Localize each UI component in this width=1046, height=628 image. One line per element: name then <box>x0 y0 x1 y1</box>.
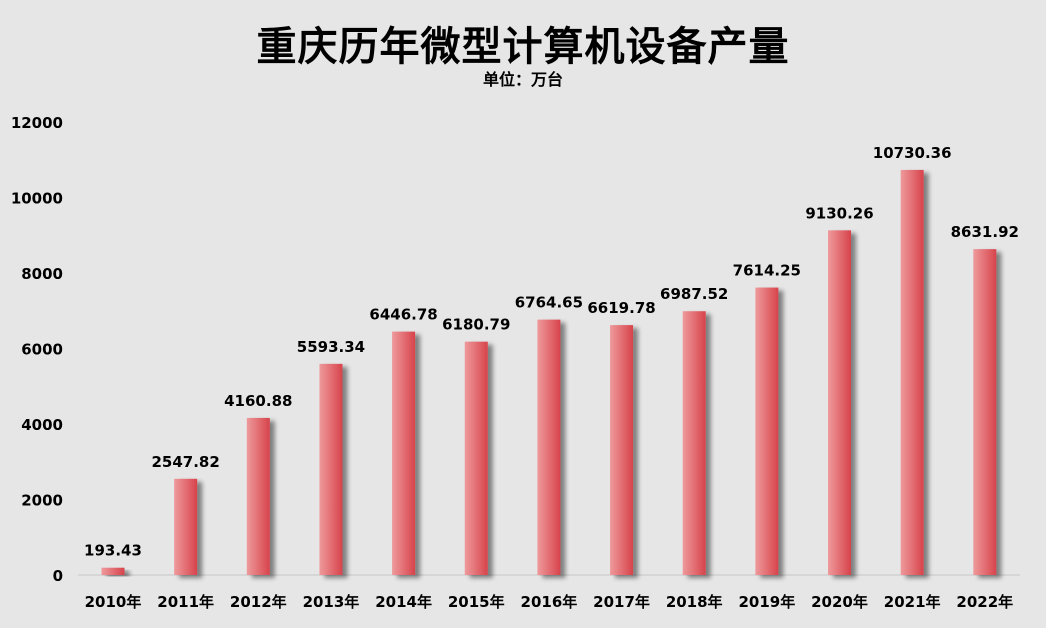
bar <box>246 417 270 575</box>
x-tick-label: 2012年 <box>230 593 287 611</box>
data-label: 6987.52 <box>660 285 728 303</box>
bar <box>319 363 343 575</box>
y-tick-label: 10000 <box>11 190 63 208</box>
bar <box>464 341 488 575</box>
x-tick-label: 2015年 <box>448 593 505 611</box>
x-tick-label: 2022年 <box>956 593 1013 611</box>
bar <box>828 230 851 575</box>
x-tick-label: 2010年 <box>85 593 142 611</box>
x-tick-label: 2020年 <box>811 593 868 611</box>
data-label: 6180.79 <box>442 316 510 334</box>
bar <box>900 169 924 576</box>
bar <box>610 325 634 575</box>
data-label: 7614.25 <box>733 262 801 280</box>
bar <box>101 567 125 575</box>
x-tick-label: 2011年 <box>157 593 214 611</box>
data-label: 9130.26 <box>805 204 873 222</box>
x-tick-label: 2021年 <box>884 593 941 611</box>
bar <box>973 249 997 575</box>
bar <box>392 331 416 575</box>
chart-title: 重庆历年微型计算机设备产量 <box>256 24 790 70</box>
bar <box>682 311 706 575</box>
y-tick-label: 4000 <box>21 416 63 434</box>
data-label: 2547.82 <box>151 453 219 471</box>
data-label: 6619.78 <box>587 299 655 317</box>
y-tick-label: 0 <box>53 567 63 585</box>
x-tick-label: 2018年 <box>666 593 723 611</box>
x-tick-label: 2014年 <box>375 593 432 611</box>
y-tick-label: 8000 <box>21 265 63 283</box>
y-tick-label: 2000 <box>21 492 63 510</box>
bar <box>174 478 198 575</box>
data-label: 4160.88 <box>224 392 292 410</box>
data-label: 6446.78 <box>369 306 437 324</box>
x-tick-label: 2016年 <box>521 593 578 611</box>
x-tick-label: 2019年 <box>738 593 795 611</box>
bar <box>537 319 561 575</box>
data-label: 10730.36 <box>873 144 952 162</box>
chart-subtitle: 单位：万台 <box>482 70 563 89</box>
x-tick-label: 2017年 <box>593 593 650 611</box>
data-label: 193.43 <box>84 542 142 560</box>
data-label: 5593.34 <box>297 338 365 356</box>
bar <box>755 287 779 575</box>
y-tick-label: 12000 <box>11 114 63 132</box>
y-tick-label: 6000 <box>21 341 63 359</box>
data-label: 8631.92 <box>951 223 1019 241</box>
data-label: 6764.65 <box>515 294 583 312</box>
x-tick-label: 2013年 <box>303 593 360 611</box>
